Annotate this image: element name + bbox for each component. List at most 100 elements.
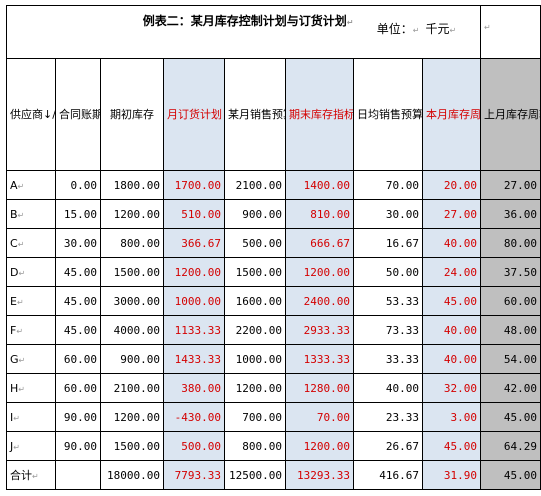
cell-value: 380.00 — [181, 381, 221, 395]
opening-stock-cell: 1500.00 — [100, 257, 164, 287]
cell-value: 53.33 — [385, 294, 419, 308]
contract-term-cell: 45.00 — [55, 286, 101, 316]
cell-value: 800.00 — [120, 236, 160, 250]
cell-value: 31.90 — [443, 468, 477, 482]
closing-stock-cell: 2933.33 — [285, 315, 354, 345]
supplier-cell: E↵ — [6, 286, 56, 316]
cell-value: 3.00 — [450, 410, 478, 424]
cell-value: 900.00 — [120, 352, 160, 366]
cell-value: 1000.00 — [174, 294, 221, 308]
table-row: B↵ 15.00 1200.00 510.00 900.00 810.00 30.00 27.… — [6, 199, 541, 229]
cell-value: 23.33 — [385, 410, 419, 424]
closing-stock-cell: 1200.00 — [285, 431, 354, 461]
daily-sales-cell: 33.33 — [353, 344, 423, 374]
table-row: A↵ 0.00 1800.00 1700.00 2100.00 1400.00 70.00 2… — [6, 170, 541, 200]
header-row: 供应商↓/品类 合同账期 期初库存 月订货计划 某月销售预算额 期末库存指标 日… — [6, 58, 541, 171]
cell-value: 40.00 — [443, 323, 477, 337]
cell-value: E — [10, 294, 17, 308]
header-contract-term: 合同账期 — [55, 58, 101, 171]
cell-value: 1333.33 — [303, 352, 350, 366]
cell-value: 64.29 — [503, 439, 537, 453]
cell-value: 1200.00 — [235, 381, 282, 395]
cell-end-mark: ↵ — [484, 23, 491, 32]
cell-value: 900.00 — [242, 207, 282, 221]
opening-stock-cell: 3000.00 — [100, 286, 164, 316]
closing-stock-cell: 1200.00 — [285, 257, 354, 287]
cell-value: 70.00 — [316, 410, 350, 424]
table-row: D↵ 45.00 1500.00 1200.00 1500.00 1200.00 50.00… — [6, 257, 541, 287]
cell-value: 500.00 — [242, 236, 282, 250]
cell-value: B — [10, 207, 18, 221]
cell-value: 1500.00 — [235, 265, 282, 279]
cell-value: 2100.00 — [235, 178, 282, 192]
cell-value: 24.00 — [443, 265, 477, 279]
opening-stock-cell: 18000.00 — [100, 460, 164, 490]
closing-stock-cell: 810.00 — [285, 199, 354, 229]
cell-value: 26.67 — [385, 439, 419, 453]
cell-value: 1600.00 — [235, 294, 282, 308]
cell-value: 1280.00 — [303, 381, 350, 395]
cell-value: 48.00 — [503, 323, 537, 337]
cell-value: 60.00 — [503, 294, 537, 308]
order-plan-cell: 1433.33 — [163, 344, 225, 374]
cell-value: 73.33 — [385, 323, 419, 337]
contract-term-cell: 90.00 — [55, 402, 101, 432]
cell-value: 1500.00 — [113, 265, 160, 279]
cell-value: 45.00 — [63, 294, 97, 308]
cell-value: 27.00 — [443, 207, 477, 221]
opening-stock-cell: 1200.00 — [100, 199, 164, 229]
cell-end-mark: ↵ — [17, 239, 25, 249]
sales-budget-cell: 800.00 — [224, 431, 286, 461]
cell-value: 1800.00 — [113, 178, 160, 192]
last-days-cell: 80.00 — [480, 228, 541, 258]
last-days-cell: 54.00 — [480, 344, 541, 374]
cell-value: 50.00 — [385, 265, 419, 279]
supplier-cell: J↵ — [6, 431, 56, 461]
contract-term-cell: 45.00 — [55, 257, 101, 287]
target-days-cell: 32.00 — [422, 373, 481, 403]
target-days-cell: 27.00 — [422, 199, 481, 229]
opening-stock-cell: 4000.00 — [100, 315, 164, 345]
header-monthly-order-plan: 月订货计划 — [163, 58, 225, 171]
opening-stock-cell: 1500.00 — [100, 431, 164, 461]
opening-stock-cell: 800.00 — [100, 228, 164, 258]
cell-end-mark: ↵ — [18, 268, 26, 278]
cell-value: 2100.00 — [113, 381, 160, 395]
cell-value: 7793.33 — [174, 468, 221, 482]
cell-value: 13293.33 — [297, 468, 350, 482]
header-last-month-turnover-days: 上月库存周转天数 — [480, 58, 541, 171]
last-days-cell: 60.00 — [480, 286, 541, 316]
cell-value: 30.00 — [63, 236, 97, 250]
supplier-cell: F↵ — [6, 315, 56, 345]
unit-label-cell: 单位：↵ — [353, 5, 423, 59]
cell-value: 60.00 — [63, 381, 97, 395]
cell-value: 40.00 — [443, 352, 477, 366]
last-days-cell: 36.00 — [480, 199, 541, 229]
order-plan-cell: 1200.00 — [163, 257, 225, 287]
supplier-cell: B↵ — [6, 199, 56, 229]
target-days-cell: 40.00 — [422, 344, 481, 374]
header-closing-stock-target: 期末库存指标 — [285, 58, 354, 171]
inventory-plan-table: 例表二：某月库存控制计划与订货计划↵ 单位：↵ 千元↵ ↵ 供应商↓/品类 合同… — [6, 5, 541, 490]
daily-sales-cell: 53.33 — [353, 286, 423, 316]
contract-term-cell: 30.00 — [55, 228, 101, 258]
table-title-cell: 例表二：某月库存控制计划与订货计划↵ — [6, 5, 354, 59]
opening-stock-cell: 1200.00 — [100, 402, 164, 432]
daily-sales-cell: 70.00 — [353, 170, 423, 200]
cell-value: 45.00 — [63, 265, 97, 279]
table-row: G↵ 60.00 900.00 1433.33 1000.00 1333.33 33.33 4… — [6, 344, 541, 374]
table-title: 例表二：某月库存控制计划与订货计划 — [142, 14, 347, 28]
cell-value: 20.00 — [443, 178, 477, 192]
daily-sales-cell: 23.33 — [353, 402, 423, 432]
cell-value: G — [10, 352, 19, 366]
cell-end-mark: ↵ — [13, 413, 20, 423]
cell-value: 666.67 — [310, 236, 350, 250]
order-plan-cell: 1700.00 — [163, 170, 225, 200]
cell-end-mark: ↵ — [16, 297, 24, 307]
cell-value: 416.67 — [379, 468, 419, 482]
cell-value: 合计 — [10, 469, 32, 482]
cell-value: 1200.00 — [113, 207, 160, 221]
cell-value: 1433.33 — [174, 352, 221, 366]
cell-value: J — [10, 439, 14, 453]
order-plan-cell: 500.00 — [163, 431, 225, 461]
